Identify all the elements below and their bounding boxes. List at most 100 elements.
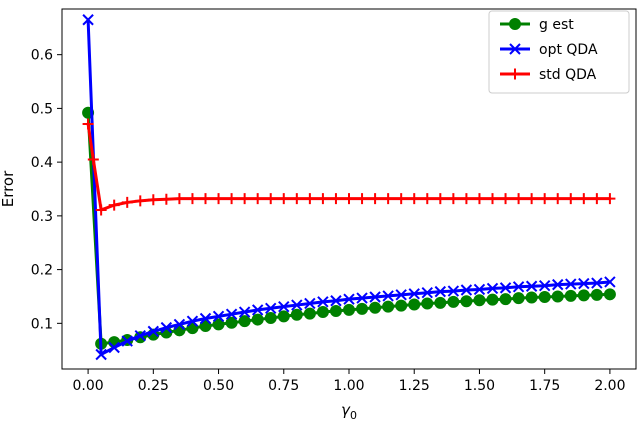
data-point-opt-qda [408, 288, 420, 300]
data-point-g-est [290, 308, 303, 321]
data-point-std-qda [539, 193, 551, 205]
data-point-std-qda [147, 194, 159, 206]
data-point-g-est [486, 293, 499, 306]
data-point-opt-qda [525, 280, 538, 292]
data-point-opt-qda [473, 283, 486, 296]
data-point-opt-qda [486, 282, 499, 295]
data-point-g-est [343, 303, 355, 316]
data-point-std-qda [330, 193, 342, 205]
data-point-opt-qda [460, 284, 473, 296]
data-point-std-qda [473, 193, 485, 205]
data-point-g-est [395, 299, 408, 312]
data-point-g-est [603, 288, 616, 301]
data-point-opt-qda [552, 278, 564, 291]
data-point-g-est [199, 320, 212, 333]
data-point-g-est [538, 291, 551, 303]
data-point-opt-qda [356, 292, 368, 304]
data-point-std-qda [252, 193, 264, 205]
data-point-opt-qda [291, 299, 303, 311]
data-point-g-est [525, 291, 538, 304]
data-point-g-est [238, 315, 251, 328]
data-point-opt-qda [186, 315, 199, 327]
data-point-g-est [590, 288, 603, 301]
data-point-g-est [460, 295, 473, 308]
y-axis-label: Error [0, 170, 17, 207]
data-point-opt-qda [173, 318, 186, 331]
data-point-g-est [447, 295, 460, 308]
data-point-std-qda [395, 193, 407, 205]
data-point-std-qda [487, 193, 498, 205]
x-tick-label: 2.00 [594, 378, 625, 394]
data-point-std-qda [226, 193, 238, 205]
legend-marker [509, 18, 521, 30]
data-point-std-qda [356, 193, 368, 205]
series-layer [82, 14, 616, 361]
data-point-opt-qda [538, 280, 551, 292]
x-axis-label-symbol: γ [341, 401, 351, 419]
x-tick-label: 1.50 [464, 378, 495, 394]
data-point-opt-qda [421, 286, 433, 299]
data-point-g-est [382, 300, 395, 313]
data-point-opt-qda [317, 296, 329, 308]
data-point-std-qda [552, 193, 564, 205]
data-point-std-qda [239, 193, 251, 205]
x-tick-label: 1.75 [529, 378, 560, 394]
data-point-std-qda [369, 193, 381, 205]
data-point-opt-qda [382, 290, 394, 302]
data-point-opt-qda [343, 293, 355, 305]
x-tick-label: 0.25 [138, 378, 169, 394]
data-point-g-est [564, 289, 577, 302]
data-point-std-qda [121, 196, 133, 208]
legend-entry-opt-qda: opt QDA [500, 42, 598, 58]
data-point-std-qda [343, 193, 355, 205]
series-opt-qda [82, 14, 616, 361]
data-point-g-est [421, 297, 434, 310]
data-point-g-est [212, 318, 225, 331]
data-point-opt-qda [199, 312, 212, 325]
legend-label: opt QDA [539, 42, 598, 58]
data-point-opt-qda [512, 281, 525, 293]
data-point-opt-qda [238, 306, 251, 318]
data-point-std-qda [304, 193, 316, 205]
legend-entry-g-est: g est [500, 17, 574, 33]
legend-marker [509, 68, 521, 80]
data-point-g-est [499, 293, 512, 306]
data-point-opt-qda [108, 341, 120, 354]
data-point-opt-qda [330, 295, 342, 307]
data-point-std-qda [382, 193, 394, 205]
data-point-g-est [264, 311, 277, 324]
y-tick-label: 0.1 [31, 316, 53, 332]
legend: g est opt QDA std QDA [488, 10, 630, 94]
data-point-std-qda [265, 193, 277, 205]
legend-marker [509, 43, 521, 55]
data-point-std-qda [408, 193, 420, 205]
data-point-g-est [251, 313, 264, 326]
data-point-g-est [434, 296, 447, 309]
y-tick-label: 0.6 [31, 48, 53, 64]
data-point-std-qda [500, 193, 512, 205]
data-point-opt-qda [278, 300, 290, 313]
data-point-g-est [277, 310, 290, 323]
data-point-opt-qda [147, 325, 160, 338]
data-point-opt-qda [395, 289, 407, 301]
x-axis-label-subscript: 0 [350, 409, 357, 422]
data-point-std-qda [173, 193, 185, 205]
x-tick-label: 0.00 [73, 378, 104, 394]
data-point-opt-qda [134, 329, 146, 342]
data-point-std-qda [134, 195, 146, 207]
x-axis-label: γ0 [341, 401, 357, 422]
data-point-std-qda [200, 193, 211, 205]
data-point-std-qda [291, 193, 303, 205]
data-point-std-qda [317, 193, 329, 205]
data-point-std-qda [82, 118, 94, 130]
data-point-g-est [408, 298, 421, 311]
data-point-opt-qda [265, 302, 277, 314]
data-point-opt-qda [251, 304, 264, 316]
data-point-g-est [512, 292, 525, 305]
data-point-opt-qda [565, 278, 577, 290]
data-point-opt-qda [160, 321, 173, 334]
y-tick-label: 0.4 [31, 155, 53, 171]
data-point-std-qda [513, 193, 525, 205]
y-tick-label: 0.2 [31, 263, 53, 279]
data-point-opt-qda [121, 335, 133, 347]
